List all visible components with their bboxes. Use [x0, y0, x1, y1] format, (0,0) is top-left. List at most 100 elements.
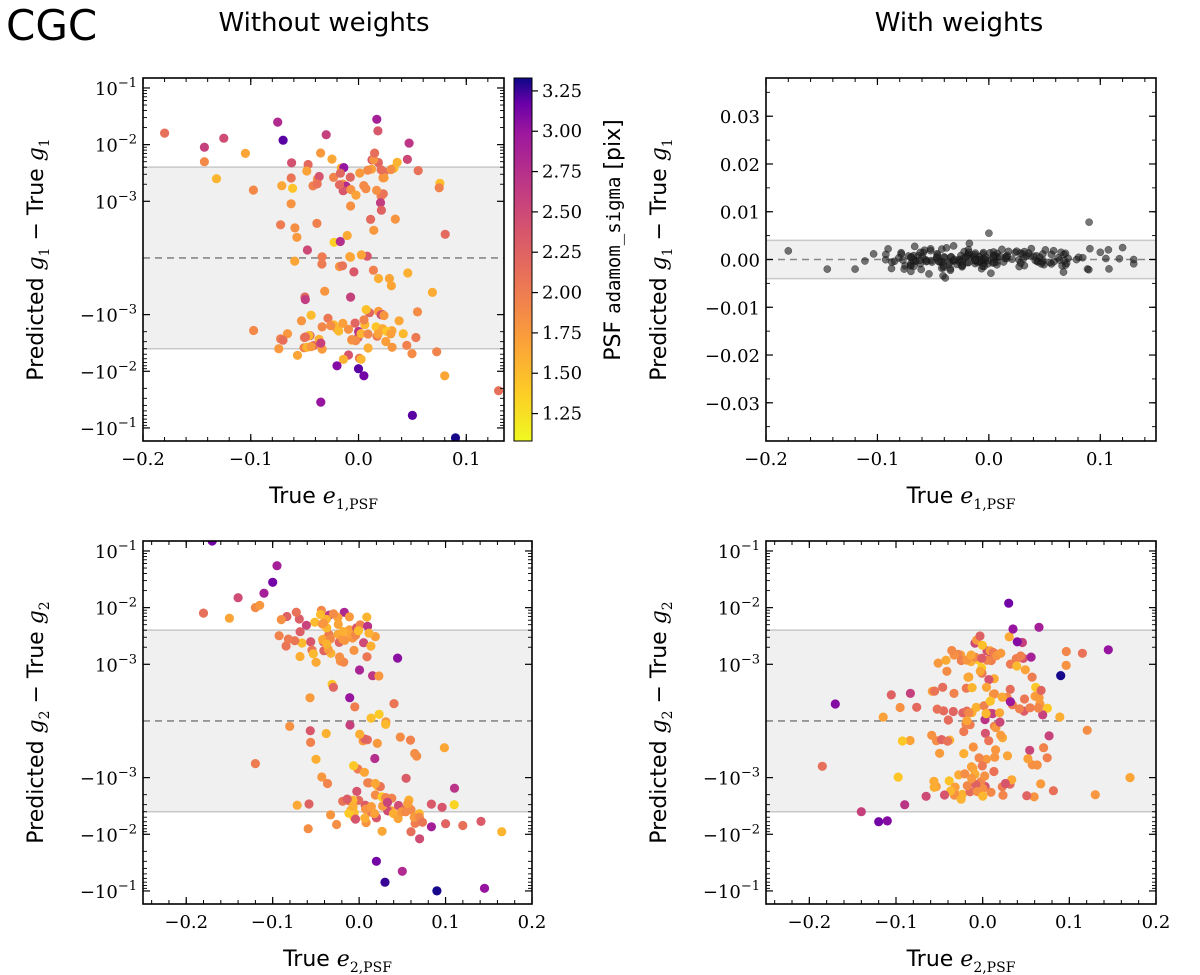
data-point	[379, 310, 389, 321]
data-point	[304, 799, 314, 809]
data-point	[300, 294, 310, 305]
data-point	[295, 651, 305, 662]
data-point	[1129, 255, 1138, 264]
data-point	[346, 201, 356, 211]
y-tick-label: 0.03	[720, 107, 760, 128]
data-point	[1044, 731, 1054, 741]
data-point	[359, 315, 369, 325]
data-point	[363, 343, 373, 353]
data-point	[259, 588, 269, 598]
data-point	[354, 665, 365, 675]
x-axis-label: True e1,PSF	[906, 484, 1016, 513]
data-point	[274, 344, 284, 354]
data-point	[250, 759, 260, 769]
data-point	[1090, 790, 1100, 800]
data-point	[362, 612, 372, 622]
data-point	[1047, 250, 1056, 259]
data-point	[268, 577, 278, 587]
data-point	[497, 827, 507, 837]
data-point	[900, 265, 909, 273]
data-point	[285, 721, 295, 732]
y-tick-label: 10−3	[718, 652, 760, 676]
data-point	[374, 671, 384, 681]
data-point	[784, 247, 793, 255]
data-point	[917, 265, 926, 274]
data-point	[375, 198, 386, 208]
data-point	[372, 738, 382, 749]
data-point	[360, 813, 370, 823]
data-point	[439, 743, 449, 753]
data-point	[390, 214, 400, 224]
data-point	[975, 631, 985, 641]
data-point	[964, 248, 973, 257]
data-point	[359, 371, 369, 381]
axes-frame	[765, 540, 1157, 905]
data-point	[355, 729, 365, 739]
data-point	[317, 252, 327, 262]
data-point	[290, 223, 300, 233]
data-point	[930, 686, 940, 696]
data-point	[395, 732, 405, 742]
y-axis-label: Predicted g2 − True g2	[647, 601, 676, 843]
data-point	[356, 250, 366, 260]
data-point	[290, 256, 300, 266]
data-point	[897, 736, 908, 746]
data-point	[1005, 697, 1016, 707]
y-tick-label: 10−1	[718, 539, 760, 563]
data-point	[995, 717, 1005, 727]
data-points	[817, 598, 1135, 827]
data-point	[958, 261, 967, 270]
data-point	[344, 612, 354, 622]
x-tick-label: −0.1	[251, 912, 295, 933]
data-point	[332, 819, 342, 830]
data-point	[996, 730, 1006, 740]
y-tick-label: 10−1	[95, 539, 137, 563]
colorbar-gradient	[513, 77, 533, 442]
data-point	[1026, 652, 1036, 662]
data-point	[1014, 704, 1025, 714]
data-point	[345, 720, 355, 730]
data-point	[397, 866, 407, 876]
data-point	[350, 702, 360, 712]
data-point	[411, 332, 421, 343]
data-point	[374, 709, 384, 719]
data-point	[407, 410, 417, 420]
data-point	[1008, 624, 1018, 634]
data-point	[322, 639, 332, 649]
x-tick-label: −0.1	[856, 449, 900, 470]
y-tick-label: −10−2	[80, 822, 137, 846]
data-point	[318, 618, 329, 628]
data-point	[906, 253, 915, 262]
data-point	[974, 753, 984, 763]
colorbar-tick-label: 2.00	[542, 283, 582, 304]
colorbar-tick-label: 3.25	[542, 81, 582, 102]
data-point	[1077, 648, 1087, 658]
data-point	[369, 155, 379, 165]
data-point	[1029, 792, 1039, 802]
data-point	[962, 781, 972, 791]
data-point	[198, 608, 209, 618]
data-point	[971, 256, 980, 264]
data-point	[988, 709, 998, 719]
data-point	[1103, 645, 1113, 655]
data-point	[981, 682, 992, 692]
data-point	[1118, 243, 1127, 252]
data-point	[349, 267, 359, 277]
data-point	[938, 682, 948, 692]
colorbar-tick-label: 2.75	[542, 162, 582, 183]
data-point	[363, 165, 373, 175]
data-point	[292, 232, 302, 242]
data-point	[830, 699, 840, 709]
axes-frame	[142, 77, 505, 442]
data-point	[1034, 693, 1044, 703]
data-point	[960, 769, 970, 779]
data-point	[1036, 685, 1046, 696]
data-point	[1055, 256, 1064, 264]
data-point	[1004, 632, 1014, 642]
data-point	[437, 802, 447, 812]
data-point	[321, 728, 331, 739]
data-point	[412, 307, 423, 317]
data-point	[1004, 247, 1013, 256]
data-point	[306, 310, 316, 320]
data-point	[916, 248, 925, 257]
